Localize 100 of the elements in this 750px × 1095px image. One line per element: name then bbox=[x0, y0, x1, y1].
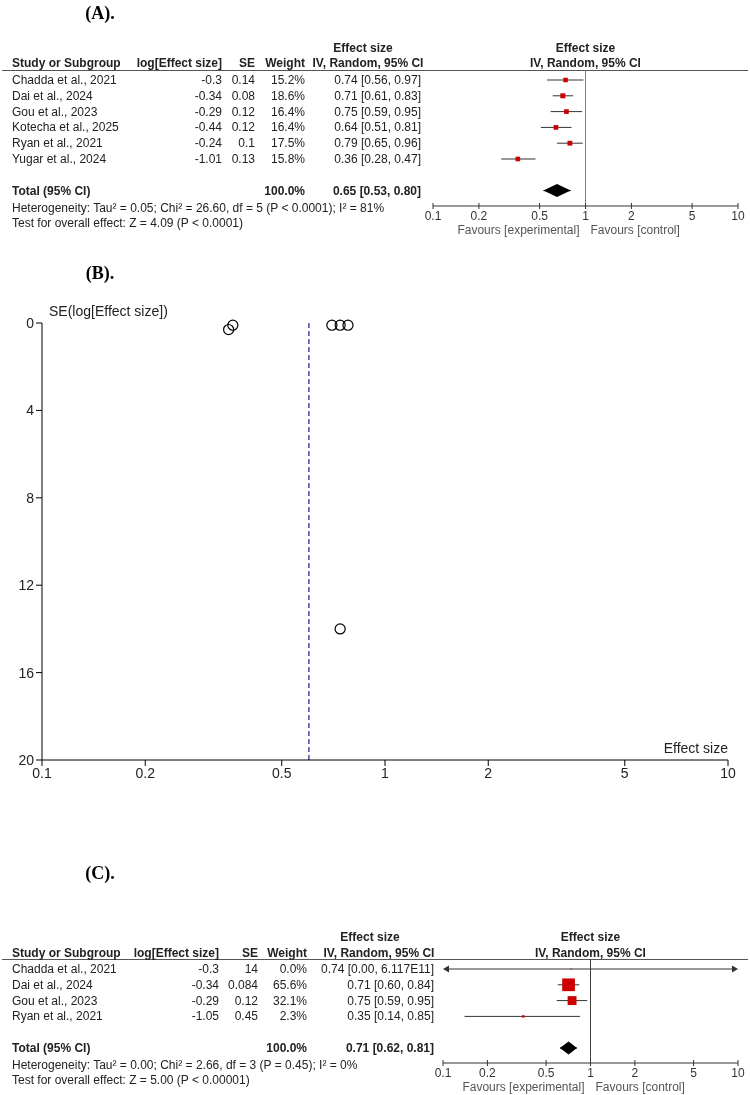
text: Study or Subgroup bbox=[12, 946, 121, 960]
data-label: 0.45 bbox=[234, 1009, 259, 1024]
data-label: 0.12 bbox=[231, 104, 256, 119]
text: IV, Random, 95% CI bbox=[530, 56, 641, 70]
category-label: Ryan et al., 2021 bbox=[12, 136, 104, 151]
text: (A). bbox=[85, 3, 115, 24]
x-tick-label: 0.5 bbox=[537, 1066, 555, 1080]
category-label: Dai et al., 2024 bbox=[12, 88, 94, 103]
x-tick-label: 2 bbox=[628, 209, 636, 223]
x-axis-title: Effect size bbox=[663, 740, 729, 756]
text: log[Effect size] bbox=[133, 946, 219, 960]
x-tick-label: 2 bbox=[631, 1066, 639, 1080]
data-label: -0.34 bbox=[194, 88, 223, 103]
category-label: Yugar et al., 2024 bbox=[12, 152, 107, 166]
data-label: -0.29 bbox=[194, 104, 223, 119]
x-tick-label: 10 bbox=[731, 209, 745, 223]
data-label: 0.65 [0.53, 0.80] bbox=[332, 183, 421, 198]
text: Weight bbox=[265, 56, 305, 70]
text: Favours [control] bbox=[590, 223, 680, 237]
data-label: 32.1% bbox=[272, 993, 308, 1008]
data-label: 16.4% bbox=[270, 120, 306, 135]
data-label: 0.36 [0.28, 0.47] bbox=[334, 152, 421, 166]
text: SE bbox=[241, 946, 258, 960]
text: Test for overall effect: Z = 4.09 (P < 0.0001) bbox=[12, 216, 244, 230]
category-label: Total (95% CI) bbox=[12, 183, 91, 198]
text: IV, Random, 95% CI bbox=[312, 56, 424, 70]
data-label: 0.64 [0.51, 0.81] bbox=[334, 120, 421, 135]
y-tick-label: 16 bbox=[18, 664, 35, 681]
chart-title: (B). bbox=[85, 263, 115, 284]
text: Heterogeneity: Tau² = 0.00; Chi² = 2.66, df = 3 (P = 0.45); I² = 0% bbox=[12, 1058, 358, 1072]
data-label: 0.08 bbox=[231, 88, 256, 103]
data-label: 0.75 [0.59, 0.95] bbox=[334, 104, 421, 119]
x-tick-label: 5 bbox=[690, 1066, 698, 1080]
y-tick-label: 4 bbox=[26, 402, 35, 419]
x-tick-label: 1 bbox=[381, 765, 390, 781]
text: Favours [experimental] bbox=[462, 1080, 585, 1094]
data-label: 0.71 [0.61, 0.83] bbox=[334, 88, 421, 103]
data-label: -0.44 bbox=[194, 120, 223, 135]
x-tick-label: 10 bbox=[731, 1066, 745, 1080]
text: Weight bbox=[267, 946, 307, 960]
data-label: -0.3 bbox=[201, 73, 223, 87]
x-tick-label: 0.1 bbox=[434, 1066, 452, 1080]
data-label: 0.13 bbox=[231, 152, 256, 166]
text: Effect size bbox=[340, 930, 400, 944]
y-tick-label: 20 bbox=[18, 752, 35, 768]
x-tick-label: 0.5 bbox=[531, 209, 549, 223]
data-label: 0.75 [0.59, 0.95] bbox=[347, 993, 434, 1008]
x-tick-label: 1 bbox=[582, 209, 590, 223]
y-tick-label: 12 bbox=[18, 577, 35, 594]
text: Study or Subgroup bbox=[12, 56, 121, 70]
category-label: Gou et al., 2023 bbox=[12, 993, 98, 1008]
data-label: 0.12 bbox=[234, 993, 259, 1008]
text: IV, Random, 95% CI bbox=[323, 946, 435, 960]
category-label: Kotecha et al., 2025 bbox=[12, 120, 120, 135]
data-label: 15.2% bbox=[270, 73, 306, 87]
data-label: 65.6% bbox=[272, 977, 308, 992]
data-label: 18.6% bbox=[270, 88, 306, 103]
x-tick-label: 0.2 bbox=[470, 209, 488, 223]
data-label: 0.12 bbox=[231, 120, 256, 135]
data-label: 0.71 [0.60, 0.84] bbox=[347, 977, 434, 992]
data-label: 0.14 bbox=[231, 73, 256, 87]
text: (C). bbox=[85, 863, 115, 884]
data-label: 17.5% bbox=[270, 136, 306, 151]
data-label: -0.24 bbox=[194, 136, 223, 151]
data-label: 14 bbox=[244, 962, 259, 976]
data-label: -0.34 bbox=[191, 977, 220, 992]
category-label: Dai et al., 2024 bbox=[12, 977, 94, 992]
y-tick-label: 0 bbox=[26, 315, 35, 331]
data-label: 0.74 [0.00, 6.117E11] bbox=[321, 962, 434, 976]
text: Effect size bbox=[560, 930, 621, 944]
category-label: Chadda et al., 2021 bbox=[12, 73, 118, 87]
data-label: 0.1 bbox=[238, 136, 256, 151]
data-label: 2.3% bbox=[279, 1009, 308, 1024]
data-label: -0.3 bbox=[198, 962, 220, 976]
x-tick-label: 0.1 bbox=[424, 209, 442, 223]
data-label: -1.05 bbox=[191, 1009, 220, 1024]
data-label: 0.79 [0.65, 0.96] bbox=[334, 136, 421, 151]
text: SE bbox=[238, 56, 255, 70]
x-tick-label: 10 bbox=[720, 765, 736, 781]
data-label: -1.01 bbox=[194, 152, 223, 166]
x-tick-label: 1 bbox=[587, 1066, 595, 1080]
data-label: 0.35 [0.14, 0.85] bbox=[347, 1009, 434, 1024]
data-label: 15.8% bbox=[270, 152, 306, 166]
y-tick-label: 8 bbox=[26, 489, 35, 506]
category-label: Ryan et al., 2021 bbox=[12, 1009, 104, 1024]
text: Effect size bbox=[555, 41, 616, 55]
x-tick-label: 0.5 bbox=[272, 765, 292, 781]
data-label: 16.4% bbox=[270, 104, 306, 119]
data-label: -0.29 bbox=[191, 993, 220, 1008]
data-label: 100.0% bbox=[266, 1041, 308, 1055]
text: Test for overall effect: Z = 5.00 (P < 0.00001) bbox=[12, 1073, 250, 1087]
text: Heterogeneity: Tau² = 0.05; Chi² = 26.60, df = 5 (P < 0.0001); I² = 81% bbox=[12, 201, 385, 215]
x-tick-label: 2 bbox=[484, 765, 493, 781]
data-label: 0.71 [0.62, 0.81] bbox=[345, 1041, 434, 1055]
annotation: IV, Random, 95% CI bbox=[535, 946, 646, 960]
x-tick-label: 5 bbox=[620, 765, 629, 781]
text: Favours [experimental] bbox=[457, 223, 580, 237]
text: Effect size bbox=[333, 41, 393, 55]
text: log[Effect size] bbox=[136, 56, 222, 70]
data-label: 0.74 [0.56, 0.97] bbox=[334, 73, 421, 87]
